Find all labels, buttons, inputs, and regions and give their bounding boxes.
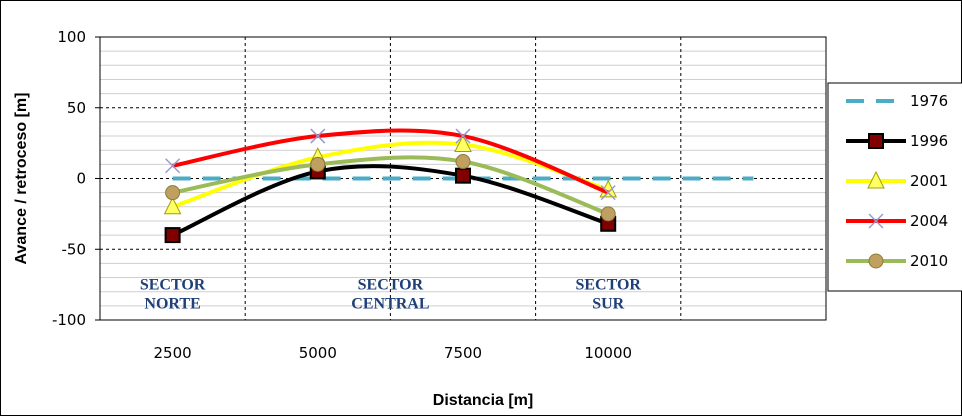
x-axis-title: Distancia [m]	[433, 392, 533, 409]
x-tick-label: 7500	[444, 344, 482, 362]
data-point-x	[455, 128, 471, 144]
data-point-circle	[310, 156, 326, 172]
sector-annotation: SECTOR	[358, 277, 424, 294]
data-point-triangle	[867, 170, 885, 189]
data-point-triangle	[163, 196, 182, 215]
data-point-x	[165, 158, 181, 174]
y-tick-label: 0	[76, 170, 86, 188]
series-2004	[165, 128, 616, 201]
data-point-square	[164, 227, 181, 244]
legend: 1976 1996 2001 2004 2010	[827, 82, 962, 292]
sector-annotation: SECTOR	[575, 277, 641, 294]
sector-annotation: CENTRAL	[351, 296, 429, 313]
y-tick-label: 50	[67, 99, 86, 117]
tick-layer: 100 50 0 -50 -100 2500 5000 7500 10000	[52, 28, 632, 362]
grid-layer	[100, 37, 826, 320]
y-tick-label: -50	[62, 240, 87, 258]
x-tick-label: 10000	[584, 344, 632, 362]
series-line	[172, 155, 609, 216]
series-2010	[165, 154, 616, 222]
x-tick-label: 2500	[154, 344, 192, 362]
series-line	[172, 128, 609, 195]
series-layer	[163, 128, 754, 244]
data-point-x	[310, 128, 326, 144]
data-point-x	[600, 185, 616, 201]
sector-annotation: SECTOR	[140, 277, 206, 294]
legend-box	[827, 82, 962, 292]
sector-annotation: NORTE	[144, 296, 200, 313]
data-point-square	[455, 167, 471, 184]
data-point-circle	[868, 253, 884, 269]
data-point-circle	[165, 185, 181, 201]
axis-layer	[95, 36, 827, 321]
data-point-square	[868, 133, 884, 149]
data-point-circle	[600, 206, 616, 222]
legend-label: 1976	[910, 92, 948, 110]
data-point-triangle	[454, 134, 472, 153]
legend-label: 2001	[910, 172, 948, 190]
data-point-x	[868, 213, 884, 229]
x-tick-label: 5000	[299, 344, 337, 362]
annotation-layer: SECTOR NORTE SECTOR CENTRAL SECTOR SUR	[140, 277, 642, 313]
sector-annotation: SUR	[592, 296, 624, 313]
y-tick-label: 100	[57, 28, 86, 46]
data-point-circle	[455, 154, 471, 170]
y-axis-title: Avance / retroceso [m]	[13, 93, 30, 265]
legend-label: 2010	[910, 252, 948, 270]
series-line	[171, 164, 609, 237]
legend-label: 1996	[910, 132, 948, 150]
y-tick-label: -100	[52, 311, 86, 329]
series-1996	[164, 163, 617, 244]
legend-label: 2004	[910, 212, 948, 230]
